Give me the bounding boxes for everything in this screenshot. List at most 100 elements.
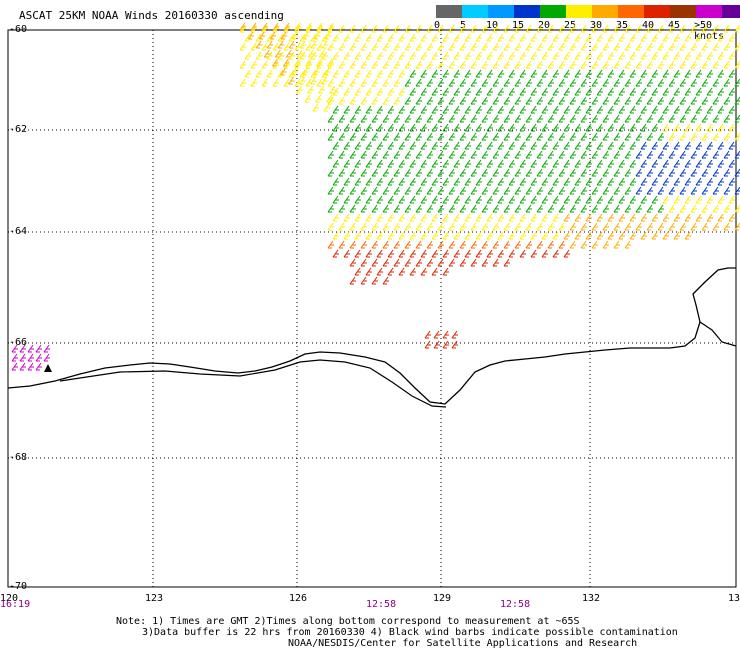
wind-barb <box>728 87 735 96</box>
wind-barb <box>360 258 367 267</box>
wind-barb <box>728 123 735 132</box>
wind-barb <box>349 114 356 123</box>
wind-barb <box>569 204 576 213</box>
wind-barb <box>629 177 636 186</box>
wind-barb <box>398 105 405 114</box>
wind-barb <box>398 177 405 186</box>
wind-barb <box>415 204 422 213</box>
wind-barb <box>618 141 625 150</box>
longitude-label: 132 <box>582 593 601 604</box>
wind-barb <box>492 186 499 195</box>
wind-barb <box>420 177 427 186</box>
wind-barb <box>690 168 697 177</box>
wind-barb <box>288 51 295 60</box>
wind-barb <box>415 96 422 105</box>
wind-barb <box>437 168 444 177</box>
wind-barb <box>684 105 691 114</box>
wind-barb <box>563 177 570 186</box>
wind-barb <box>651 69 658 78</box>
wind-barb <box>701 42 708 51</box>
wind-barb <box>640 141 647 150</box>
wind-barb <box>481 240 488 249</box>
wind-barb <box>530 231 537 240</box>
wind-barb <box>519 141 526 150</box>
wind-barb <box>365 231 372 240</box>
wind-barb <box>558 24 565 33</box>
wind-barb <box>624 24 631 33</box>
wind-barb <box>679 42 686 51</box>
wind-barb <box>448 168 455 177</box>
wind-barb <box>486 51 493 60</box>
wind-barb <box>651 195 658 204</box>
wind-barb <box>701 132 708 141</box>
wind-barb <box>35 353 42 362</box>
wind-barb <box>415 186 422 195</box>
wind-barb <box>673 105 680 114</box>
wind-barb <box>596 159 603 168</box>
wind-barb <box>453 69 460 78</box>
wind-barb <box>684 51 691 60</box>
wind-barb <box>624 222 631 231</box>
colorbar-swatch <box>618 5 644 18</box>
wind-barb <box>717 33 724 42</box>
wind-barb <box>266 51 273 60</box>
wind-barb <box>629 231 636 240</box>
wind-barb <box>442 123 449 132</box>
wind-barb <box>354 105 361 114</box>
wind-barb <box>321 76 328 85</box>
wind-barb <box>602 204 609 213</box>
wind-barb <box>470 168 477 177</box>
wind-barb <box>266 69 273 78</box>
wind-barb <box>459 168 466 177</box>
wind-barb <box>657 150 664 159</box>
wind-barb <box>657 204 664 213</box>
wind-barb <box>514 24 521 33</box>
wind-barb <box>486 105 493 114</box>
wind-barb <box>558 132 565 141</box>
wind-barb <box>541 249 548 258</box>
wind-barb <box>712 222 719 231</box>
wind-barb <box>459 150 466 159</box>
wind-barb <box>338 168 345 177</box>
wind-barb <box>508 249 515 258</box>
wind-barb <box>723 150 730 159</box>
wind-barb <box>371 96 378 105</box>
wind-barb <box>706 141 713 150</box>
wind-barb <box>332 105 339 114</box>
wind-barb <box>354 69 361 78</box>
colorbar-label: 25 <box>564 20 577 31</box>
wind-barb <box>607 51 614 60</box>
wind-barb <box>343 195 350 204</box>
wind-barb <box>387 195 394 204</box>
wind-barb <box>475 51 482 60</box>
wind-barb <box>307 49 315 58</box>
coastline <box>7 267 737 408</box>
wind-barb <box>448 204 455 213</box>
colorbar-label: 35 <box>616 20 629 31</box>
wind-barb <box>503 60 510 69</box>
wind-barb <box>404 222 411 231</box>
wind-barb <box>640 213 647 222</box>
wind-barb <box>420 231 427 240</box>
wind-barb <box>492 240 499 249</box>
wind-barb <box>690 114 697 123</box>
wind-barb <box>569 24 576 33</box>
lat-lon-grid <box>8 30 736 587</box>
wind-barb <box>580 240 587 249</box>
wind-barb <box>486 177 493 186</box>
wind-barb <box>684 213 691 222</box>
wind-barb <box>371 186 378 195</box>
wind-barb <box>426 60 433 69</box>
wind-barb <box>668 60 675 69</box>
wind-barb <box>712 132 719 141</box>
wind-barb <box>635 114 642 123</box>
wind-barb <box>717 213 724 222</box>
wind-barb <box>503 96 510 105</box>
wind-barb <box>288 76 295 85</box>
wind-barb <box>492 114 499 123</box>
wind-barb <box>690 42 697 51</box>
wind-barb <box>563 69 570 78</box>
wind-barb <box>635 96 642 105</box>
wind-barb <box>624 240 631 249</box>
wind-barb <box>382 168 389 177</box>
